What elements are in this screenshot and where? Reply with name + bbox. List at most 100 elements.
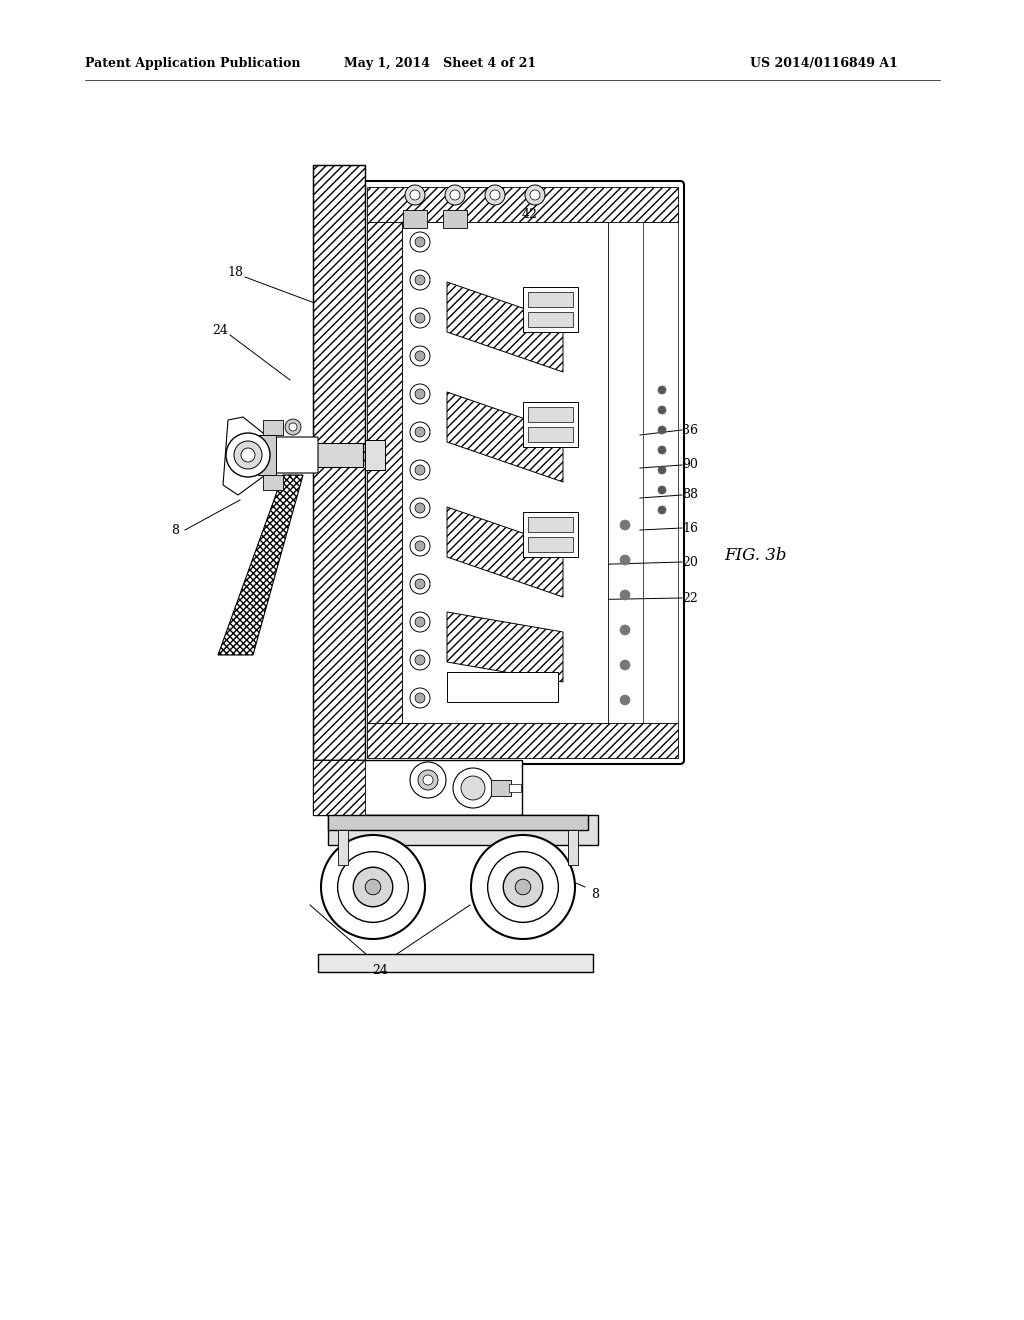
Bar	[263, 420, 283, 436]
Circle shape	[415, 389, 425, 399]
Bar	[367, 222, 402, 723]
Text: 16: 16	[682, 521, 698, 535]
Circle shape	[658, 506, 666, 513]
Text: 22: 22	[682, 591, 698, 605]
Circle shape	[461, 776, 485, 800]
Text: May 1, 2014   Sheet 4 of 21: May 1, 2014 Sheet 4 of 21	[344, 57, 536, 70]
Circle shape	[658, 466, 666, 474]
Bar	[313, 760, 365, 814]
Circle shape	[410, 232, 430, 252]
Text: FIG. 3b: FIG. 3b	[724, 546, 786, 564]
Circle shape	[620, 520, 630, 531]
Circle shape	[515, 879, 530, 895]
Bar	[528, 312, 573, 327]
Circle shape	[415, 465, 425, 475]
Circle shape	[485, 185, 505, 205]
Bar	[528, 292, 573, 308]
Bar	[509, 784, 521, 792]
Bar	[313, 165, 365, 760]
Text: 42: 42	[522, 209, 538, 222]
Circle shape	[406, 185, 425, 205]
Text: Patent Application Publication: Patent Application Publication	[85, 57, 300, 70]
Circle shape	[415, 579, 425, 589]
Circle shape	[415, 693, 425, 704]
Circle shape	[410, 536, 430, 556]
Bar	[328, 814, 588, 830]
Circle shape	[658, 385, 666, 393]
Circle shape	[620, 660, 630, 671]
Circle shape	[658, 446, 666, 454]
Bar	[443, 210, 467, 228]
Circle shape	[415, 655, 425, 665]
Circle shape	[226, 433, 270, 477]
Circle shape	[410, 459, 430, 480]
Circle shape	[471, 836, 575, 939]
Circle shape	[410, 308, 430, 327]
Bar	[523, 512, 578, 557]
Circle shape	[241, 447, 255, 462]
Circle shape	[525, 185, 545, 205]
Bar	[367, 187, 678, 222]
Bar	[258, 436, 276, 475]
Circle shape	[487, 851, 558, 923]
Circle shape	[415, 351, 425, 360]
Polygon shape	[447, 507, 563, 597]
Bar	[403, 210, 427, 228]
Circle shape	[620, 554, 630, 565]
Bar	[528, 426, 573, 442]
Circle shape	[415, 313, 425, 323]
Circle shape	[530, 190, 540, 201]
Polygon shape	[447, 392, 563, 482]
FancyBboxPatch shape	[361, 181, 684, 764]
Circle shape	[289, 422, 297, 432]
Circle shape	[415, 616, 425, 627]
Circle shape	[445, 185, 465, 205]
Circle shape	[490, 190, 500, 201]
Circle shape	[418, 770, 438, 789]
Bar	[338, 830, 348, 865]
Circle shape	[415, 503, 425, 513]
Text: 8: 8	[171, 524, 179, 536]
Circle shape	[453, 768, 493, 808]
Circle shape	[410, 384, 430, 404]
Text: 36: 36	[682, 424, 698, 437]
Circle shape	[410, 422, 430, 442]
Bar	[263, 475, 283, 490]
Bar	[367, 723, 678, 758]
Bar	[568, 830, 578, 865]
Text: 24: 24	[372, 964, 388, 977]
Circle shape	[658, 407, 666, 414]
Circle shape	[234, 441, 262, 469]
Polygon shape	[447, 612, 563, 682]
Text: 90: 90	[682, 458, 698, 471]
Text: 8: 8	[591, 888, 599, 902]
Circle shape	[410, 612, 430, 632]
Polygon shape	[218, 475, 303, 655]
Bar	[263, 444, 362, 467]
Circle shape	[658, 426, 666, 434]
Text: US 2014/0116849 A1: US 2014/0116849 A1	[750, 57, 898, 70]
Bar	[447, 672, 558, 702]
Circle shape	[503, 867, 543, 907]
Text: 88: 88	[682, 488, 698, 502]
Bar	[328, 814, 598, 845]
Circle shape	[410, 498, 430, 517]
Bar	[528, 517, 573, 532]
Bar	[528, 537, 573, 552]
Polygon shape	[447, 282, 563, 372]
Circle shape	[366, 879, 381, 895]
Circle shape	[415, 426, 425, 437]
Text: 24: 24	[212, 323, 228, 337]
Circle shape	[410, 190, 420, 201]
Circle shape	[620, 624, 630, 635]
Bar	[528, 407, 573, 422]
Circle shape	[415, 541, 425, 550]
Bar	[313, 760, 522, 814]
Circle shape	[353, 867, 393, 907]
Circle shape	[423, 775, 433, 785]
Circle shape	[620, 590, 630, 601]
Circle shape	[410, 762, 446, 799]
Circle shape	[410, 649, 430, 671]
Circle shape	[338, 851, 409, 923]
Circle shape	[410, 346, 430, 366]
